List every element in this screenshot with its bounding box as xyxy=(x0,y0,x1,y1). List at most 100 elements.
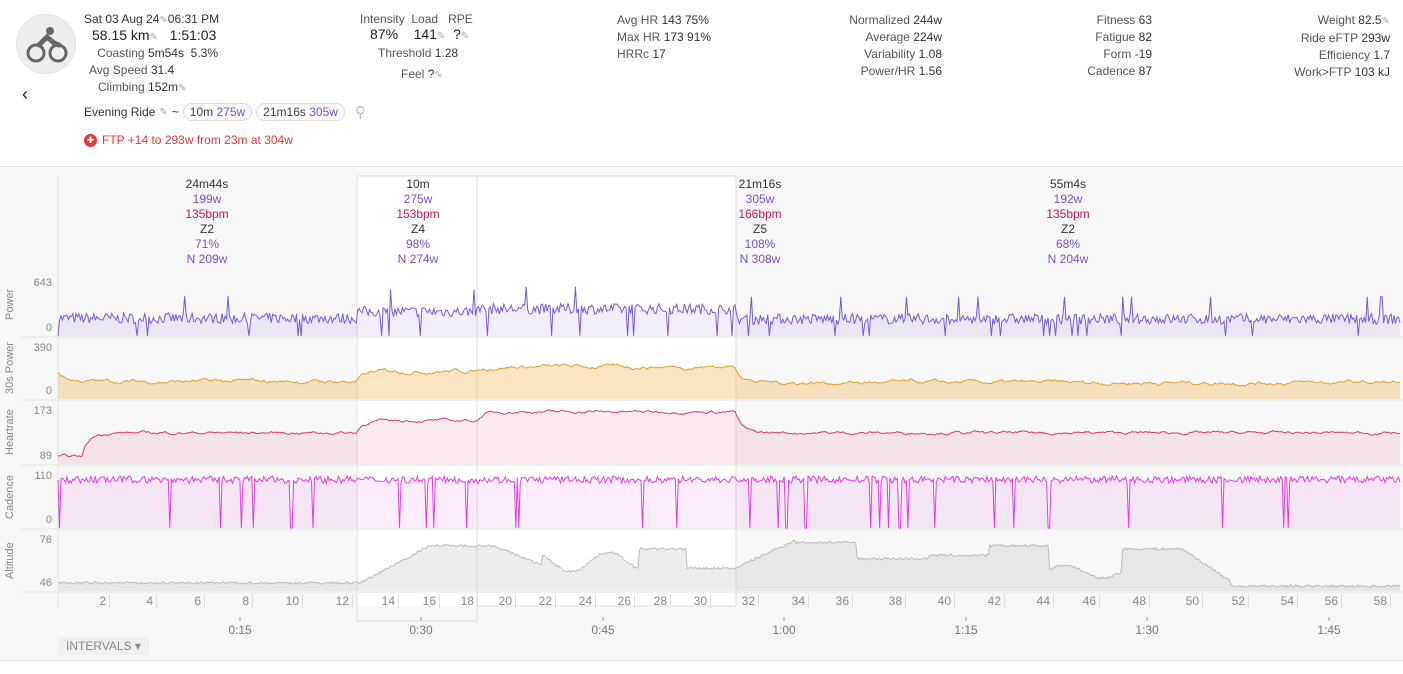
threshold: Threshold 1.28 xyxy=(378,46,459,60)
edit-icon[interactable]: ✎ xyxy=(149,32,158,43)
interval-zone: Z5 xyxy=(752,222,767,236)
power30s-line xyxy=(57,363,1401,387)
feel: Feel ?✎ xyxy=(401,67,443,81)
interval-zone: Z2 xyxy=(199,222,214,236)
axis-max: 173 xyxy=(33,405,52,417)
axis-min: 0 xyxy=(45,322,52,334)
back-button[interactable]: ‹ xyxy=(22,84,28,104)
heartrate-line xyxy=(57,409,1401,458)
interval-chip[interactable]: 10m 275w xyxy=(182,103,253,121)
caret-down-icon: ▾ xyxy=(134,639,141,653)
interval-hr: 135bpm xyxy=(1046,207,1090,221)
interval-power: 192w xyxy=(1053,192,1083,206)
edit-icon[interactable]: ✎ xyxy=(159,15,168,26)
axis-min: 0 xyxy=(45,385,52,397)
distance-tick: 20 xyxy=(492,594,516,608)
distance-tick: 32 xyxy=(735,594,759,608)
distance-tick: 56 xyxy=(1318,594,1342,608)
interval-zone: Z2 xyxy=(1060,222,1075,236)
edit-icon[interactable]: ✎ xyxy=(434,70,443,81)
distance-tick: 26 xyxy=(611,594,635,608)
interval-duration: 55m4s xyxy=(1049,177,1087,191)
edit-icon[interactable]: ✎ xyxy=(436,31,446,42)
interval-np: N 308w xyxy=(739,252,781,266)
interval-summary[interactable]: 10m 275w 153bpm Z4 98% N 274w xyxy=(358,177,478,267)
interval-power: 305w xyxy=(745,192,775,206)
other-stats: Weight 82.5✎ Ride eFTP 293w Efficiency 1… xyxy=(1294,13,1390,79)
interval-power: 275w xyxy=(403,192,433,206)
distance-tick: 46 xyxy=(1076,594,1100,608)
distance-tick: 38 xyxy=(882,594,906,608)
interval-np: N 274w xyxy=(397,252,439,266)
interval-np: N 204w xyxy=(1047,252,1089,266)
panel-label: Power xyxy=(4,288,16,321)
time-tick: 1:15 xyxy=(954,623,978,637)
edit-icon[interactable]: ✎ xyxy=(159,106,168,118)
interval-np: N 209w xyxy=(186,252,228,266)
distance-tick: 12 xyxy=(329,594,353,608)
altitude-line xyxy=(57,539,1401,589)
power30s-area xyxy=(58,363,1400,399)
activity-name[interactable]: Evening Ride xyxy=(84,105,156,119)
interval-pct: 98% xyxy=(405,237,431,251)
edit-icon[interactable]: ✎ xyxy=(178,83,187,94)
altitude-area xyxy=(58,539,1400,591)
distance-tick: 34 xyxy=(785,594,809,608)
distance-tick: 4 xyxy=(133,594,157,608)
climbing: Climbing 152m✎ xyxy=(98,80,187,94)
interval-zone: Z4 xyxy=(410,222,425,236)
axis-min: 0 xyxy=(45,514,52,526)
time-tick: 1:00 xyxy=(772,623,796,637)
distance-duration: 58.15 km✎ 1:51:03 xyxy=(92,27,217,43)
interval-duration: 10m xyxy=(406,177,430,191)
time-tick: 0:30 xyxy=(409,623,433,637)
axis-max: 76 xyxy=(39,534,52,546)
distance-tick: 52 xyxy=(1225,594,1249,608)
load-block: Intensity Load RPE 87% 141✎ ?✎ xyxy=(360,12,473,42)
heartrate-area xyxy=(58,409,1400,464)
edit-icon[interactable]: ✎ xyxy=(1381,16,1390,27)
distance-tick: 10 xyxy=(279,594,303,608)
interval-summary[interactable]: 24m44s 199w 135bpm Z2 71% N 209w xyxy=(147,177,267,267)
interval-power: 199w xyxy=(192,192,222,206)
date-time: Sat 03 Aug 24✎06:31 PM xyxy=(84,12,220,26)
axis-min: 89 xyxy=(39,450,52,462)
avg-speed: Avg Speed 31.4 xyxy=(89,63,175,77)
distance-tick: 36 xyxy=(829,594,853,608)
interval-summary[interactable]: 21m16s 305w 166bpm Z5 108% N 308w xyxy=(700,177,820,267)
distance-tick: 50 xyxy=(1179,594,1203,608)
distance-tick: 6 xyxy=(181,594,205,608)
interval-box xyxy=(476,175,737,607)
chart-canvas[interactable] xyxy=(0,167,1403,661)
distance-tick: 40 xyxy=(931,594,955,608)
activity-chart[interactable]: 24m44s 199w 135bpm Z2 71% N 209w 10m 275w 153bpm… xyxy=(0,166,1403,660)
panel-label: Heartrate xyxy=(4,409,16,456)
interval-chip[interactable]: 21m16s 305w xyxy=(256,103,345,121)
fitness-stats: Fitness 63 Fatigue 82 Form -19 Cadence 8… xyxy=(1087,13,1152,78)
interval-pct: 71% xyxy=(194,237,220,251)
search-icon[interactable]: ⚲ xyxy=(354,104,366,121)
distance-tick: 14 xyxy=(375,594,399,608)
interval-pct: 68% xyxy=(1055,237,1081,251)
selected-interval-highlight xyxy=(357,176,736,606)
axis-min: 46 xyxy=(39,577,52,589)
distance-tick: 18 xyxy=(454,594,478,608)
time-tick: 0:15 xyxy=(228,623,252,637)
power-stats: Normalized 244w Average 224w Variability… xyxy=(849,13,942,78)
edit-icon[interactable]: ✎ xyxy=(460,31,470,42)
distance-tick: 8 xyxy=(229,594,253,608)
axis-max: 643 xyxy=(33,277,52,289)
interval-hr: 135bpm xyxy=(185,207,229,221)
interval-summary[interactable]: 55m4s 192w 135bpm Z2 68% N 204w xyxy=(1008,177,1128,267)
panel-label: Cadence xyxy=(4,474,16,520)
intervals-dropdown[interactable]: INTERVALS ▾ xyxy=(58,637,149,655)
power-line xyxy=(57,286,1401,337)
interval-duration: 24m44s xyxy=(185,177,229,191)
hr-stats: Avg HR 143 75% Max HR 173 91% HRRc 17 xyxy=(617,13,712,61)
axis-max: 110 xyxy=(34,470,52,482)
ftp-notice: ✚ FTP +14 to 293w from 23m at 304w xyxy=(84,133,293,147)
distance-tick: 2 xyxy=(86,594,110,608)
activity-name-row: Evening Ride ✎ ~ 10m 275w 21m16s 305w ⚲ xyxy=(84,103,366,121)
interval-duration: 21m16s xyxy=(738,177,782,191)
distance-tick: 30 xyxy=(687,594,711,608)
